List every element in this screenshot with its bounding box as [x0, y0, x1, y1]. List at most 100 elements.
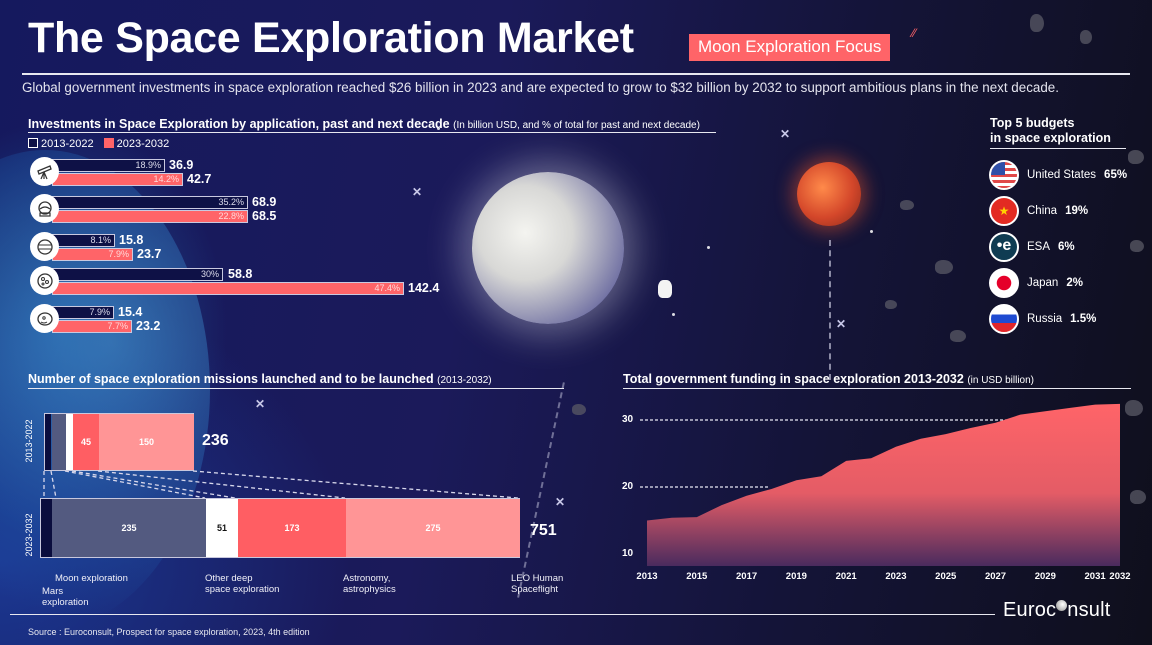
country-name: Japan — [1027, 277, 1059, 289]
dashed-trajectory — [829, 240, 831, 380]
country-pct: 19% — [1065, 205, 1089, 217]
value-next: 23.7 — [137, 247, 162, 261]
asteroid — [1080, 30, 1092, 44]
segment-leo: 150 — [99, 414, 194, 470]
country-name: Russia — [1027, 313, 1063, 325]
country-pct: 65% — [1104, 169, 1128, 181]
divider — [28, 132, 716, 133]
top5-title-line: in space exploration — [990, 131, 1111, 145]
investment-row-other-deep-space: 8.1% 15.8 7.9% 23.7 — [30, 232, 430, 262]
missions-total-next: 751 — [530, 522, 557, 539]
segment-astronomy: 173 — [238, 499, 346, 557]
moon-icon — [30, 266, 59, 295]
sparkle-icon: ⁄⁄ — [912, 26, 917, 40]
source-note: Source : Euroconsult, Prospect for space… — [28, 627, 310, 637]
funding-title: Total government funding in space explor… — [623, 372, 1034, 386]
legend-item-past: 2013-2022 — [28, 138, 94, 150]
top5-item-japan: Japan 2% — [989, 268, 1083, 298]
asteroid — [1030, 14, 1044, 32]
top5-title: Top 5 budgets in space exploration — [990, 116, 1111, 146]
missions-bar-2013-2022: 45 150 — [44, 413, 194, 471]
divider — [22, 73, 1130, 75]
asteroid — [935, 260, 953, 274]
country-pct: 1.5% — [1070, 313, 1097, 325]
country-name: ESA — [1027, 241, 1051, 253]
x-tick: 2029 — [1034, 571, 1056, 582]
astronaut-icon — [658, 280, 672, 298]
telescope-icon — [30, 157, 59, 186]
mars-icon — [30, 304, 59, 333]
x-tick: 2027 — [984, 571, 1007, 582]
page-title: The Space Exploration Market — [28, 14, 634, 62]
value-next: 68.5 — [252, 209, 277, 223]
country-pct: 2% — [1066, 277, 1083, 289]
legend-label: 2013-2022 — [41, 138, 94, 150]
value-next: 142.4 — [408, 281, 440, 295]
segment-other-deep: 51 — [206, 499, 238, 557]
asteroid — [885, 300, 897, 309]
investment-row-astronomy: 18.9% 36.9 14.2% 42.7 — [30, 157, 430, 187]
x-tick: 2015 — [686, 571, 708, 582]
top5-item-china: ★ China 19% — [989, 196, 1088, 226]
divider — [623, 388, 1131, 389]
asteroid — [1130, 240, 1144, 252]
y-tick: 20 — [622, 481, 634, 492]
segment-other-deep — [66, 414, 73, 470]
asteroid — [900, 200, 914, 210]
top5-title-line: Top 5 budgets — [990, 116, 1075, 130]
category-label-other-deep: Other deep space exploration — [205, 573, 280, 595]
segment-mars — [41, 499, 52, 557]
missions-title-note: (2013-2032) — [437, 375, 492, 386]
bar-next: 14.2% — [52, 173, 183, 186]
sparkle-icon: ✕ — [836, 317, 847, 331]
category-label-moon: Moon exploration — [55, 573, 128, 584]
x-tick: 2031 — [1084, 571, 1106, 582]
missions-total-past: 236 — [202, 432, 229, 449]
bar-next: 47.4% — [52, 282, 404, 295]
top5-item-russia: Russia 1.5% — [989, 304, 1096, 334]
value-past: 15.8 — [119, 233, 144, 247]
zoom-connector-lines — [43, 470, 519, 499]
x-tick: 2032 — [1109, 571, 1131, 582]
missions-bar-2023-2032: 235 51 173 275 — [40, 498, 520, 558]
sparkle-icon: ✕ — [780, 127, 791, 141]
logo-globe-icon — [1056, 600, 1068, 611]
investment-row-mars: 7.9% 15.4 7.7% 23.2 — [30, 304, 430, 334]
bar-next: 7.7% — [52, 320, 132, 333]
investments-legend: 2013-2022 2023-2032 — [28, 138, 169, 150]
x-tick: 2013 — [636, 571, 658, 582]
segment-moon — [52, 414, 66, 470]
country-pct: 6% — [1058, 241, 1075, 253]
investments-title-text: Investments in Space Exploration by appl… — [28, 117, 450, 131]
segment-moon: 235 — [52, 499, 206, 557]
asteroid — [950, 330, 966, 342]
top5-item-esa: •e ESA 6% — [989, 232, 1075, 262]
value-next: 42.7 — [187, 172, 212, 186]
divider — [10, 614, 995, 615]
astronaut-helmet-icon — [30, 194, 59, 223]
investment-row-moon: 30% 58.8 47.4% 142.4 — [30, 266, 490, 296]
sparkle-icon: ✕ — [412, 185, 423, 199]
funding-title-note: (in USD billion) — [967, 375, 1034, 386]
china-flag-icon: ★ — [989, 196, 1019, 226]
x-tick: 2017 — [736, 571, 758, 582]
segment-mars — [45, 414, 51, 470]
value-past: 68.9 — [252, 195, 277, 209]
investments-title: Investments in Space Exploration by appl… — [28, 117, 700, 131]
mars-illustration — [797, 162, 861, 226]
us-flag-icon — [989, 160, 1019, 190]
legend-swatch — [103, 138, 114, 148]
x-tick: 2019 — [785, 571, 807, 582]
logo-text: nsult — [1067, 599, 1111, 621]
planet-icon — [30, 232, 59, 261]
sparkle-icon: ✕ — [555, 495, 566, 509]
segment-astronomy: 45 — [73, 414, 99, 470]
star — [437, 127, 440, 130]
moon-illustration — [472, 172, 624, 324]
legend-label: 2023-2032 — [116, 138, 170, 150]
country-name: United States — [1027, 169, 1097, 181]
euroconsult-logo: Euroc nsult — [1003, 599, 1111, 622]
divider — [28, 388, 564, 389]
star — [870, 230, 873, 233]
